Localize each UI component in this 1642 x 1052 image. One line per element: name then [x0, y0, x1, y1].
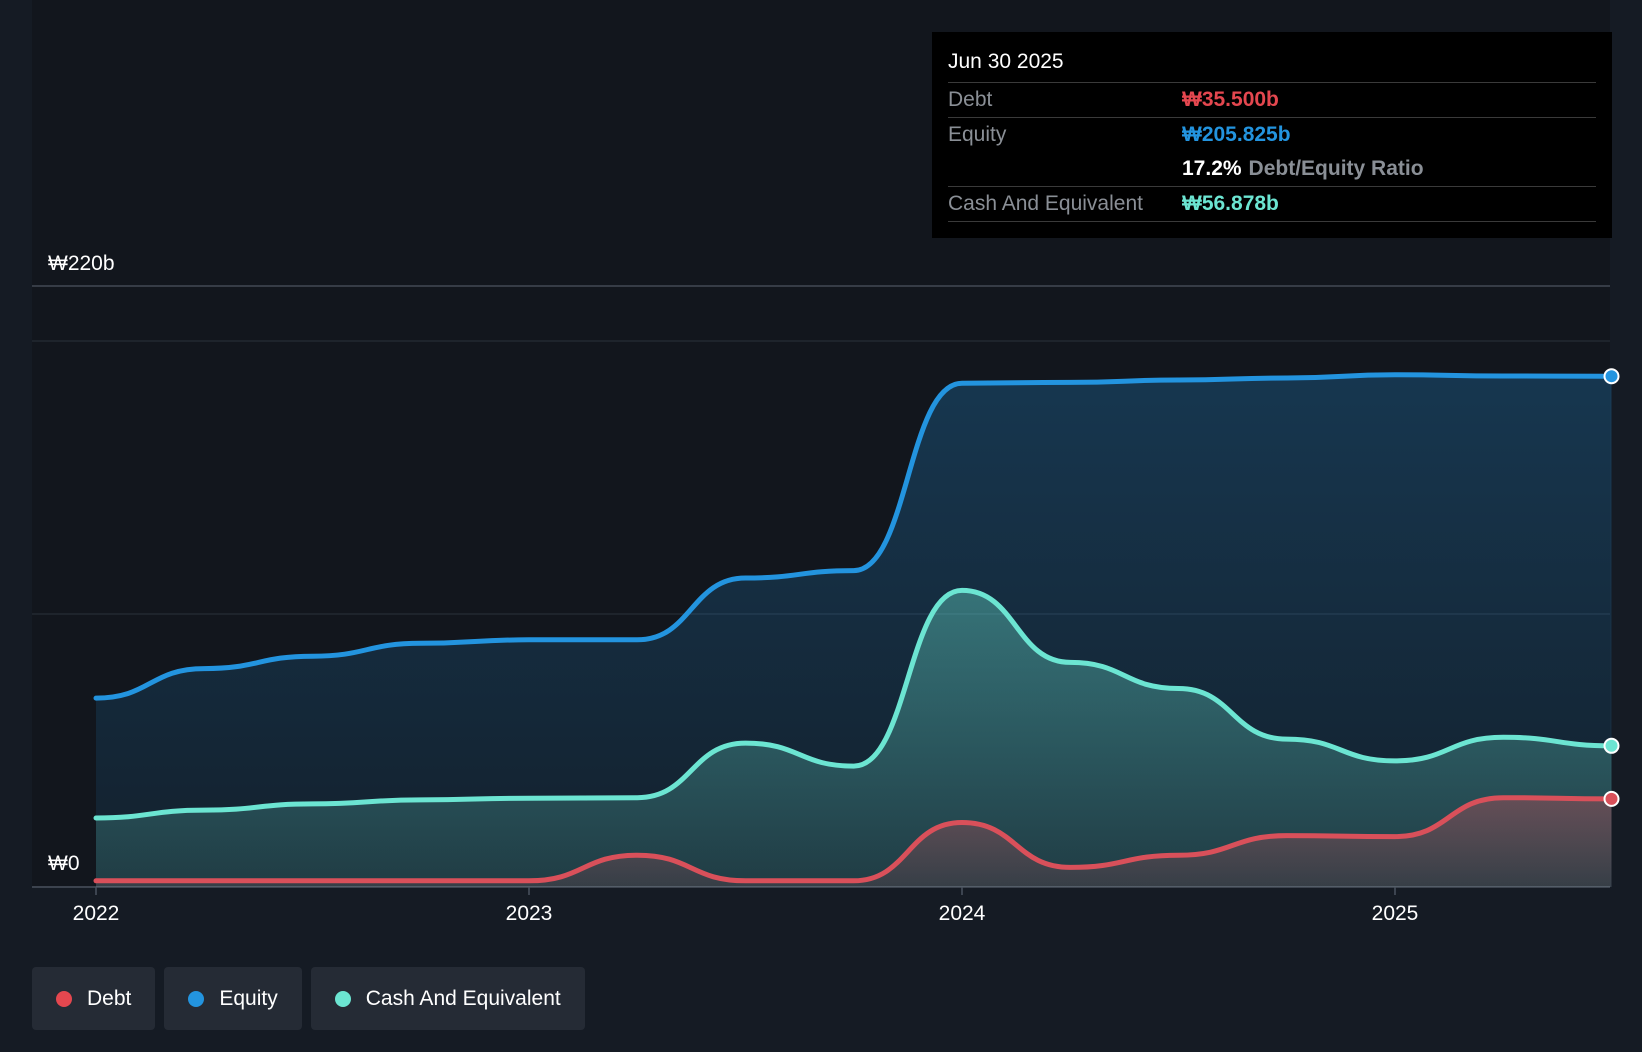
- tooltip-debt-value: ₩35.500b: [1182, 88, 1279, 111]
- x-tick-label-2022: 2022: [73, 902, 120, 925]
- x-tick-label-2024: 2024: [939, 902, 986, 925]
- equity-dot-icon: [188, 990, 205, 1007]
- debt-line: [93, 795, 1614, 884]
- cash-endpoint[interactable]: [1603, 737, 1620, 754]
- cash-dot-icon: [334, 990, 351, 1007]
- tooltip-debt-label: Debt: [948, 88, 993, 111]
- equity-line: [93, 372, 1614, 701]
- cash-line: [93, 587, 1614, 821]
- tooltip-cash-label: Cash And Equivalent: [948, 192, 1143, 215]
- debt-endpoint[interactable]: [1603, 790, 1620, 807]
- chart-legend: Debt Equity Cash And Equivalent: [32, 967, 585, 1030]
- legend-item-debt[interactable]: Debt: [32, 967, 156, 1030]
- legend-label-debt: Debt: [87, 986, 132, 1010]
- equity-endpoint[interactable]: [1603, 368, 1620, 385]
- tooltip-cash-row: Cash And Equivalent ₩56.878b: [948, 186, 1596, 222]
- tooltip-ratio-row: 17.2% Debt/Equity Ratio: [948, 152, 1596, 186]
- y-axis-bottom-label: ₩0: [48, 852, 80, 875]
- legend-label-cash: Cash And Equivalent: [365, 986, 561, 1010]
- tooltip-equity-row: Equity ₩205.825b: [948, 117, 1596, 152]
- tooltip-ratio-value: 17.2%: [1182, 157, 1242, 180]
- cash-area: [96, 590, 1612, 887]
- legend-label-equity: Equity: [219, 986, 278, 1010]
- tooltip-ratio-label: Debt/Equity Ratio: [1248, 157, 1424, 180]
- tooltip-cash-value: ₩56.878b: [1182, 192, 1279, 215]
- debt-area: [96, 797, 1612, 887]
- tooltip-equity-value: ₩205.825b: [1182, 123, 1291, 146]
- tooltip-panel: Jun 30 2025 Debt ₩35.500b Equity ₩205.82…: [932, 32, 1612, 238]
- x-tick-label-2025: 2025: [1372, 902, 1419, 925]
- legend-item-cash[interactable]: Cash And Equivalent: [310, 967, 585, 1030]
- legend-item-equity[interactable]: Equity: [164, 967, 302, 1030]
- debt-dot-icon: [56, 990, 72, 1007]
- tooltip-equity-label: Equity: [948, 123, 1007, 146]
- tooltip-date: Jun 30 2025: [948, 50, 1064, 73]
- y-axis-top-label: ₩220b: [48, 252, 115, 275]
- x-tick-label-2023: 2023: [506, 902, 553, 925]
- tooltip-debt-row: Debt ₩35.500b: [948, 82, 1596, 117]
